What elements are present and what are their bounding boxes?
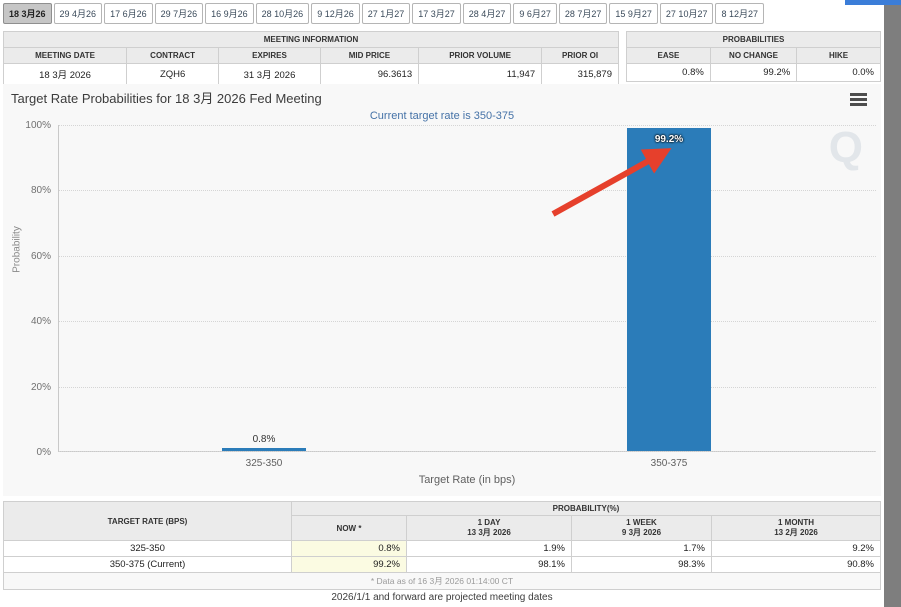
tab-meeting-0[interactable]: 18 3月26 bbox=[3, 3, 52, 24]
col-hike: HIKE bbox=[796, 47, 881, 64]
plot-area: 0.8% 99.2% 325-350 350-375 bbox=[58, 125, 876, 469]
col-meeting-date: MEETING DATE bbox=[3, 47, 127, 64]
tab-meeting-9[interactable]: 28 4月27 bbox=[462, 3, 512, 24]
data-as-of-footnote: * Data as of 16 3月 2026 01:14:00 CT bbox=[3, 572, 881, 590]
quikstrike-watermark-icon: Q bbox=[828, 123, 863, 172]
tab-meeting-14[interactable]: 8 12月27 bbox=[715, 3, 764, 24]
ytick-80: 80% bbox=[30, 185, 51, 197]
row0-target-rate: 325-350 bbox=[3, 540, 292, 557]
tab-meeting-8[interactable]: 17 3月27 bbox=[412, 3, 461, 24]
y-axis-title: Probability bbox=[11, 226, 23, 273]
row1-now: 99.2% bbox=[291, 556, 407, 573]
ytick-0: 0% bbox=[36, 447, 51, 458]
gridline-80 bbox=[59, 190, 876, 192]
col-prior-oi: PRIOR OI bbox=[541, 47, 619, 64]
col-prior-volume: PRIOR VOLUME bbox=[418, 47, 543, 64]
corner-header: TARGET RATE (BPS) bbox=[3, 501, 292, 541]
row1-target-rate: 350-375 (Current) bbox=[3, 556, 292, 573]
col-expires: EXPIRES bbox=[218, 47, 321, 64]
bar-label-325-350: 0.8% bbox=[252, 434, 276, 445]
chart-title: Target Rate Probabilities for 18 3月 2026… bbox=[11, 91, 322, 106]
table-row: 350-375 (Current) 99.2% 98.1% 98.3% 90.8… bbox=[3, 556, 881, 573]
hamburger-menu-icon[interactable] bbox=[850, 93, 867, 106]
col-1-month: 1 MONTH 13 2月 2026 bbox=[711, 515, 881, 541]
row1-1-day: 98.1% bbox=[406, 556, 572, 573]
tab-meeting-12[interactable]: 15 9月27 bbox=[609, 3, 658, 24]
probability-history-table: TARGET RATE (BPS) PROBABILITY(%) NOW * 1… bbox=[3, 501, 881, 590]
ease-value: 0.8% bbox=[626, 63, 711, 82]
no-change-value: 99.2% bbox=[709, 63, 798, 82]
row1-1-month: 90.8% bbox=[711, 556, 881, 573]
projected-dates-note: 2026/1/1 and forward are projected meeti… bbox=[331, 592, 553, 603]
contract-value: ZQH6 bbox=[125, 63, 220, 85]
hike-value: 0.0% bbox=[796, 63, 881, 82]
gridline-40 bbox=[59, 321, 876, 323]
col-1-week: 1 WEEK 9 3月 2026 bbox=[571, 515, 712, 541]
prior-oi-value: 315,879 bbox=[541, 63, 619, 85]
expires-value: 31 3月 2026 bbox=[218, 63, 321, 85]
row0-1-day: 1.9% bbox=[406, 540, 572, 557]
meeting-date-value: 18 3月 2026 bbox=[3, 63, 127, 85]
chart-subtitle: Current target rate is 350-375 bbox=[369, 110, 515, 122]
right-window-border bbox=[884, 4, 901, 607]
tab-meeting-10[interactable]: 9 6月27 bbox=[513, 3, 557, 24]
table-row: 325-350 0.8% 1.9% 1.7% 9.2% bbox=[3, 540, 881, 557]
bar-label-350-375: 99.2% bbox=[654, 133, 684, 145]
tab-meeting-13[interactable]: 27 10月27 bbox=[659, 3, 714, 24]
gridline-0 bbox=[59, 451, 876, 452]
row0-1-month: 9.2% bbox=[711, 540, 881, 557]
col-1-day: 1 DAY 13 3月 2026 bbox=[406, 515, 572, 541]
col-now: NOW * bbox=[291, 515, 407, 541]
row0-now: 0.8% bbox=[291, 540, 407, 557]
gridline-100 bbox=[59, 125, 876, 126]
tab-meeting-4[interactable]: 16 9月26 bbox=[205, 3, 254, 24]
bar-325-350[interactable] bbox=[222, 448, 306, 451]
col-no-change: NO CHANGE bbox=[709, 47, 798, 64]
ytick-40: 40% bbox=[30, 316, 51, 328]
meeting-info-title: MEETING INFORMATION bbox=[3, 31, 619, 48]
tab-meeting-5[interactable]: 28 10月26 bbox=[255, 3, 310, 24]
col-contract: CONTRACT bbox=[125, 47, 220, 64]
tab-meeting-2[interactable]: 17 6月26 bbox=[104, 3, 153, 24]
meeting-information-table: MEETING INFORMATION MEETING DATE CONTRAC… bbox=[3, 31, 619, 85]
gridline-60 bbox=[59, 255, 876, 257]
bar-350-375[interactable] bbox=[627, 127, 711, 451]
probabilities-title: PROBABILITIES bbox=[626, 31, 881, 48]
tab-meeting-11[interactable]: 28 7月27 bbox=[558, 3, 608, 24]
target-rate-probability-chart: Target Rate Probabilities for 18 3月 2026… bbox=[3, 84, 881, 496]
ytick-60: 60% bbox=[30, 250, 51, 262]
tab-meeting-1[interactable]: 29 4月26 bbox=[53, 3, 103, 24]
group-header: PROBABILITY(%) bbox=[291, 501, 881, 516]
row0-1-week: 1.7% bbox=[571, 540, 712, 557]
col-mid-price: MID PRICE bbox=[319, 47, 420, 64]
row1-1-week: 98.3% bbox=[571, 556, 712, 573]
mid-price-value: 96.3613 bbox=[319, 63, 420, 85]
x-category-350-375: 350-375 bbox=[650, 458, 688, 469]
meeting-date-tabs: 18 3月26 29 4月26 17 6月26 29 7月26 16 9月26 … bbox=[3, 3, 764, 24]
col-ease: EASE bbox=[626, 47, 711, 64]
gridline-20 bbox=[59, 386, 876, 388]
tab-meeting-7[interactable]: 27 1月27 bbox=[361, 3, 411, 24]
browser-chrome-fragment bbox=[845, 0, 901, 5]
probabilities-summary-table: PROBABILITIES EASE NO CHANGE HIKE 0.8% 9… bbox=[626, 31, 881, 82]
x-category-325-350: 325-350 bbox=[245, 458, 283, 469]
x-axis-title: Target Rate (in bps) bbox=[418, 474, 516, 486]
ytick-20: 20% bbox=[30, 381, 51, 393]
prior-volume-value: 11,947 bbox=[418, 63, 543, 85]
tab-meeting-6[interactable]: 9 12月26 bbox=[311, 3, 360, 24]
tab-meeting-3[interactable]: 29 7月26 bbox=[154, 3, 204, 24]
ytick-100: 100% bbox=[25, 120, 51, 131]
